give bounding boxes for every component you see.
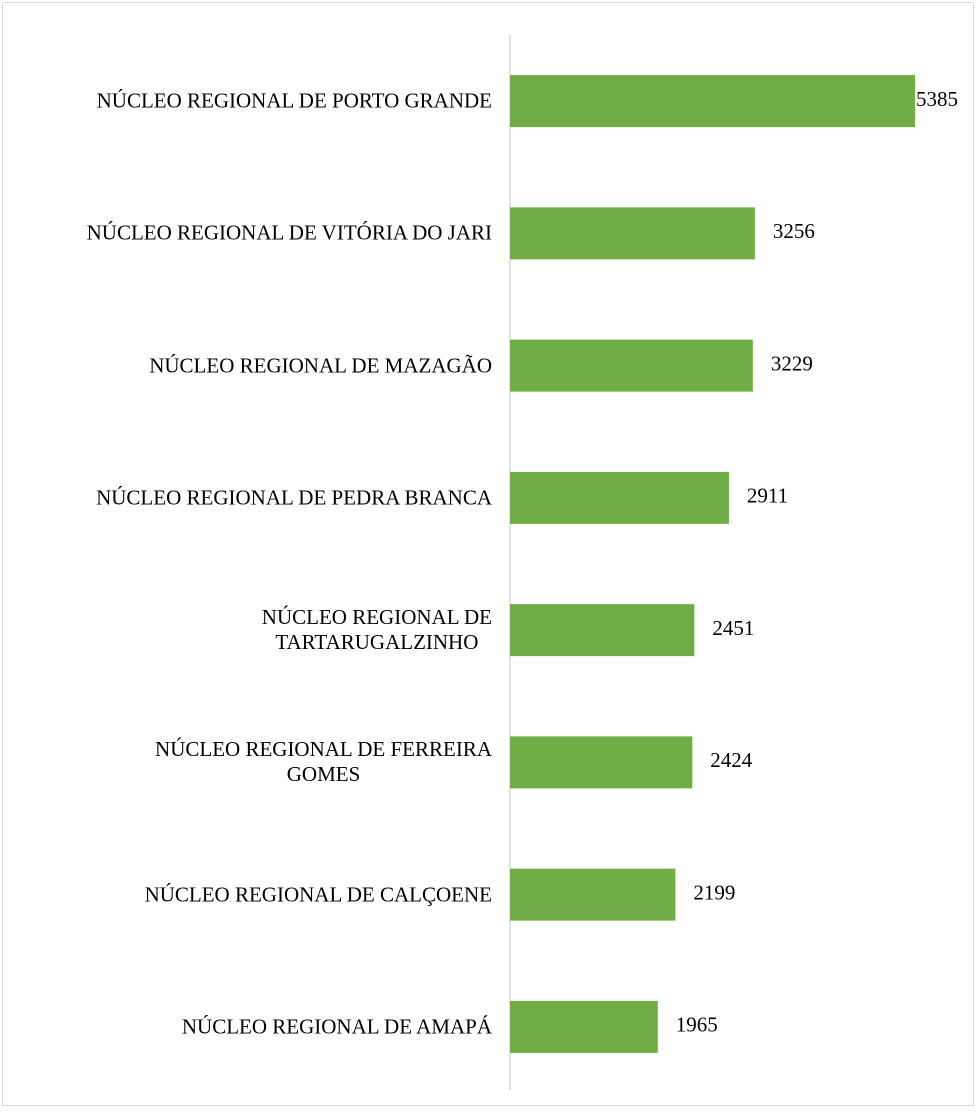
category-label: NÚCLEO REGIONAL DE MAZAGÃO: [149, 353, 492, 378]
bar: [510, 868, 676, 921]
value-label: 3229: [771, 351, 813, 375]
category-label: NÚCLEO REGIONAL DE TARTARUGALZINHO: [261, 605, 492, 655]
value-label: 5385: [916, 87, 958, 111]
category-label: NÚCLEO REGIONAL DE PEDRA BRANCA: [96, 485, 492, 510]
value-label: 2424: [710, 748, 753, 772]
value-label: 2199: [693, 880, 735, 904]
bar: [510, 604, 695, 657]
bar: [510, 736, 693, 789]
category-label: NÚCLEO REGIONAL DE CALÇOENE: [144, 882, 492, 907]
category-label: NÚCLEO REGIONAL DE AMAPÁ: [181, 1014, 492, 1039]
value-label: 2451: [712, 616, 754, 640]
bar: [510, 339, 753, 392]
bar: [510, 207, 755, 260]
category-label: NÚCLEO REGIONAL DE FERREIRA GOMES: [155, 737, 492, 787]
category-label: NÚCLEO REGIONAL DE VITÓRIA DO JARI: [86, 220, 492, 245]
value-label: 2911: [747, 484, 788, 508]
category-label: NÚCLEO REGIONAL DE PORTO GRANDE: [96, 88, 492, 113]
bar: [510, 1000, 658, 1053]
bar: [510, 471, 729, 524]
value-label: 3256: [773, 219, 815, 243]
bar: [510, 75, 915, 128]
value-label: 1965: [676, 1013, 718, 1037]
